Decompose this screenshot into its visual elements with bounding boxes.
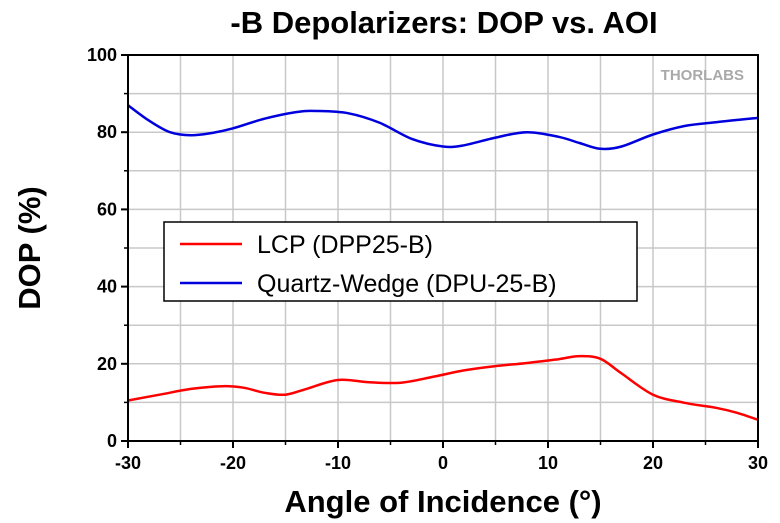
- y-axis-label: DOP (%): [12, 186, 47, 309]
- series-line-lcp: [127, 354, 759, 421]
- series-line-quartz-wedge: [127, 104, 759, 151]
- x-tick-label: -30: [115, 453, 141, 473]
- x-tick-label: 10: [538, 453, 558, 473]
- grid: [128, 55, 758, 441]
- series-group: [127, 104, 759, 421]
- y-tick-label: 0: [107, 431, 117, 451]
- axis-ticks: -30 -20 -10 0 10 20 30 0 20 40 60 80 100: [87, 45, 768, 473]
- thorlabs-watermark: THORLABS: [661, 67, 744, 84]
- x-tick-label: -20: [220, 453, 246, 473]
- legend-label-quartz-wedge: Quartz-Wedge (DPU-25-B): [257, 270, 557, 298]
- chart-title: -B Depolarizers: DOP vs. AOI: [230, 5, 657, 40]
- y-tick-label: 20: [97, 354, 117, 374]
- legend: LCP (DPP25-B) Quartz-Wedge (DPU-25-B): [163, 221, 638, 302]
- x-tick-label: -10: [325, 453, 351, 473]
- legend-label-lcp: LCP (DPP25-B): [257, 231, 433, 259]
- x-axis-label: Angle of Incidence (°): [284, 484, 601, 519]
- y-tick-label: 60: [97, 199, 117, 219]
- legend-box: [163, 221, 638, 302]
- x-tick-label: 30: [748, 453, 768, 473]
- x-tick-label: 20: [643, 453, 663, 473]
- x-tick-label: 0: [438, 453, 448, 473]
- y-tick-label: 80: [97, 122, 117, 142]
- y-tick-label: 100: [87, 45, 117, 65]
- y-tick-label: 40: [97, 277, 117, 297]
